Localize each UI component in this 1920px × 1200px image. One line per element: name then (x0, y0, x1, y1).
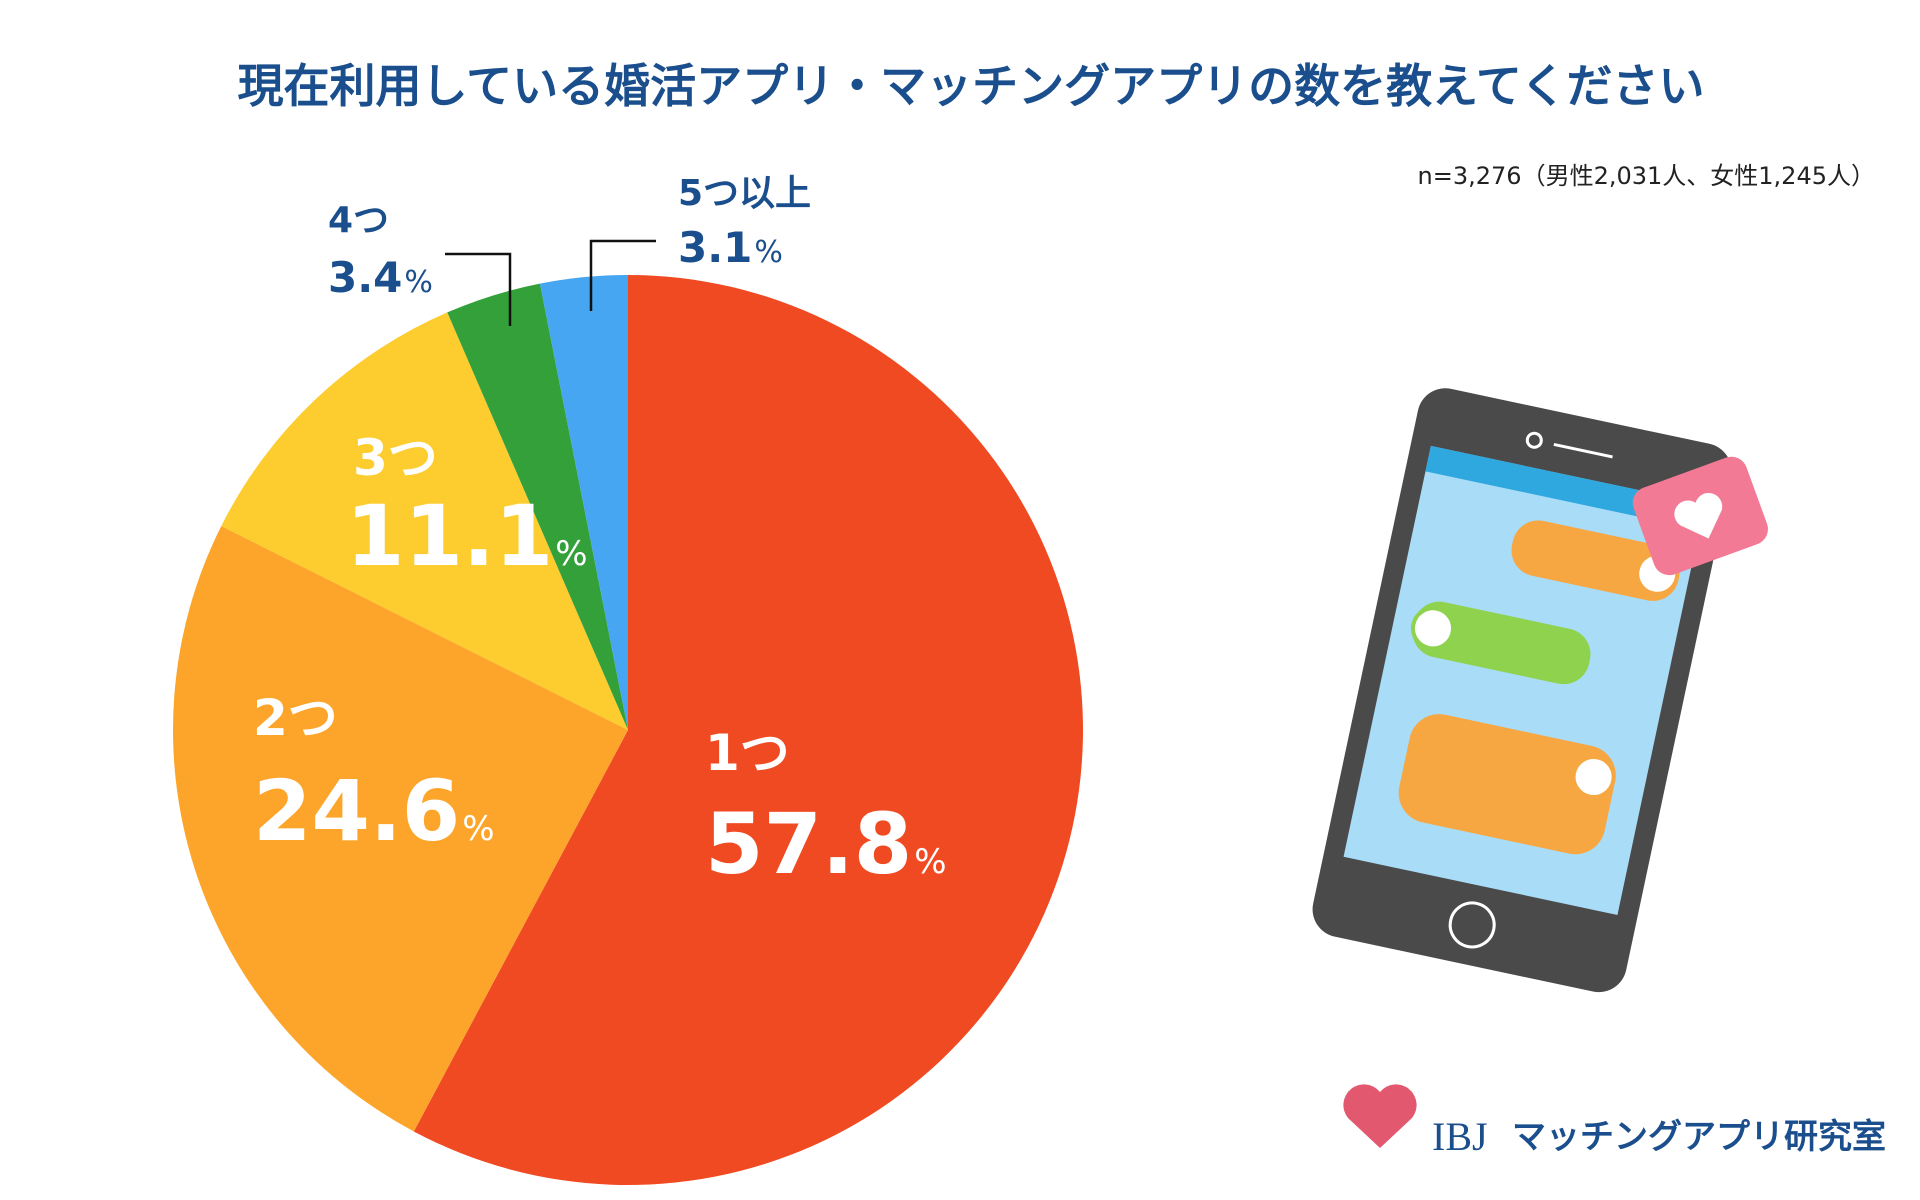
value-unit: % (555, 534, 587, 574)
pie-slice (413, 275, 1084, 1185)
logo-mark: IBJ (1432, 1114, 1488, 1159)
value-label: 57.8% (705, 795, 947, 893)
pie-slice (539, 275, 628, 730)
value-number: 3.1 (678, 223, 752, 272)
pie (172, 275, 1084, 1185)
pie-slice (172, 525, 629, 1132)
value-label: 24.6% (253, 762, 495, 860)
pie-slice (221, 312, 628, 730)
pie-slice (447, 283, 628, 730)
category-label: 1つ (705, 724, 790, 782)
logo-icon (1343, 1084, 1417, 1148)
logo-text: マッチングアプリ研究室 (1512, 1117, 1886, 1157)
value-number: 3.4 (328, 253, 402, 302)
category-label: 5つ以上 (678, 173, 811, 214)
value-unit: % (462, 809, 494, 849)
value-label: 11.1% (346, 487, 588, 585)
value-number: 11.1 (346, 487, 553, 585)
value-label: 3.4% (328, 253, 433, 302)
category-label: 3つ (353, 429, 438, 487)
heart-badge (1632, 456, 1768, 576)
value-unit: % (914, 842, 946, 882)
chart-title: 現在利用している婚活アプリ・マッチングアプリの数を教えてください (238, 59, 1705, 113)
value-number: 57.8 (705, 795, 912, 893)
value-unit: % (404, 265, 433, 300)
sample-note: n=3,276（男性2,031人、女性1,245人） (1418, 162, 1875, 190)
value-label: 3.1% (678, 223, 783, 272)
category-label: 4つ (328, 200, 389, 241)
value-number: 24.6 (253, 762, 460, 860)
leader-line (589, 239, 656, 311)
leader-line (445, 252, 512, 326)
value-unit: % (754, 235, 783, 270)
category-label: 2つ (253, 689, 338, 747)
